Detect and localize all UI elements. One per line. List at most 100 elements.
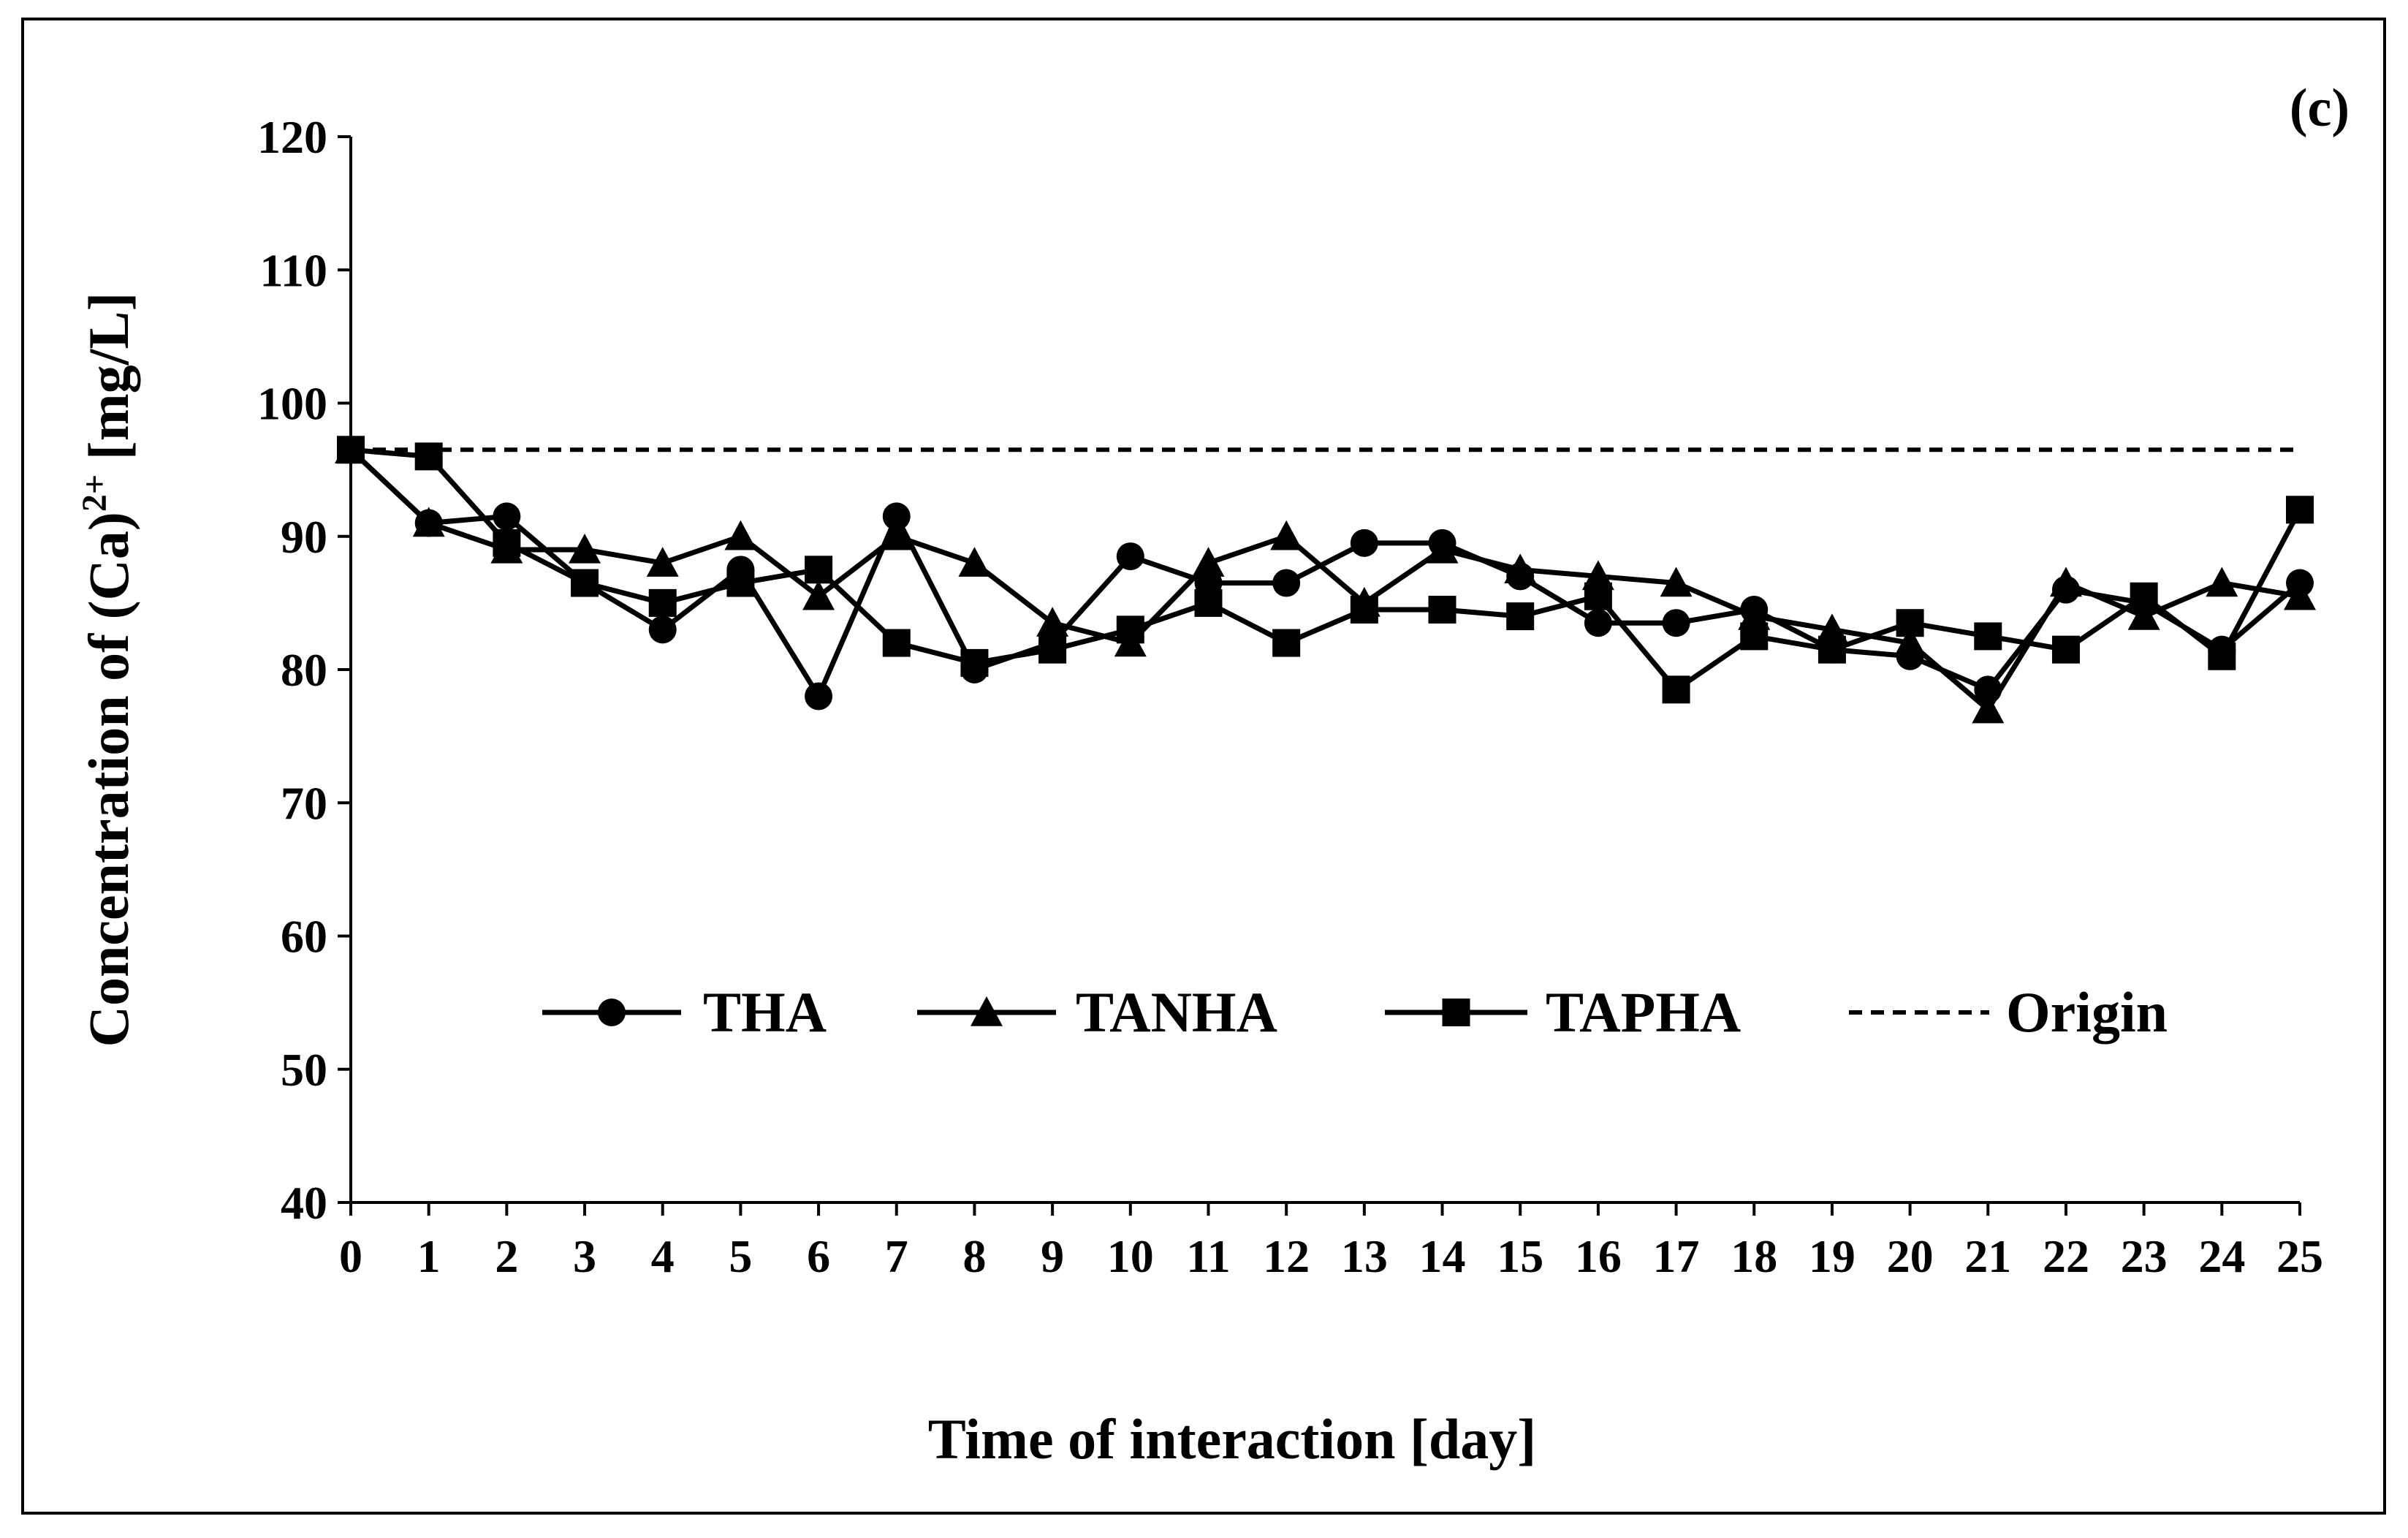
data-point-tanha — [724, 520, 757, 550]
series-tapha — [337, 436, 2314, 704]
x-tick-label: 11 — [1186, 1230, 1230, 1282]
series-line-tha — [349, 447, 2302, 699]
x-tick-label: 5 — [729, 1230, 752, 1282]
data-point-tapha — [493, 529, 521, 557]
data-point-tanha — [2049, 567, 2082, 597]
data-point-tanha — [412, 507, 445, 537]
y-tick-label: 90 — [281, 511, 327, 563]
data-point-tha — [1350, 529, 1378, 557]
data-point-tapha — [960, 648, 989, 677]
x-tick-label: 25 — [2276, 1230, 2323, 1282]
data-point-tanha — [1036, 607, 1069, 637]
chart-frame — [21, 18, 2386, 1515]
legend-label-origin: Origin — [2006, 980, 2168, 1044]
x-tick-label: 0 — [339, 1230, 362, 1282]
x-tick-label: 7 — [885, 1230, 908, 1282]
data-point-tapha — [726, 569, 755, 597]
data-point-tapha — [1506, 602, 1535, 631]
series-line-tanha — [349, 447, 2301, 713]
data-point-tha — [1662, 609, 1690, 637]
legend-label-tapha: TAPHA — [1546, 980, 1741, 1044]
x-tick-label: 20 — [1887, 1230, 1934, 1282]
y-axis-label-unit: [mg/L] — [77, 292, 140, 474]
data-point-tapha — [571, 569, 599, 597]
data-point-tanha — [1972, 693, 2005, 724]
y-tick-label: 100 — [257, 378, 327, 430]
data-point-tapha — [1974, 622, 2002, 651]
panel-label: (c) — [2290, 78, 2350, 138]
y-tick-label: 50 — [281, 1044, 327, 1096]
data-point-tanha — [2284, 580, 2316, 610]
legend-marker-tanha — [971, 996, 1003, 1026]
data-point-tanha — [1504, 553, 1537, 584]
data-point-tapha — [1194, 588, 1223, 617]
data-point-tapha — [1662, 675, 1690, 704]
series-layer — [335, 433, 2316, 724]
x-tick-label: 9 — [1041, 1230, 1064, 1282]
data-point-tapha — [1740, 622, 1769, 651]
legend-marker-tha — [598, 999, 626, 1026]
x-tick-label: 12 — [1263, 1230, 1310, 1282]
data-point-tanha — [802, 580, 835, 610]
y-tick-label: 40 — [281, 1177, 327, 1229]
data-point-tha — [648, 615, 677, 644]
data-point-tanha — [1426, 533, 1459, 564]
legend-item-tha: THA — [542, 980, 827, 1044]
x-tick-label: 16 — [1575, 1230, 1622, 1282]
x-tick-label: 14 — [1419, 1230, 1466, 1282]
y-axis-ticks: 40 50 60 70 80 90 100 110 120 — [257, 111, 351, 1229]
data-point-tha — [1116, 542, 1144, 571]
data-point-tha — [805, 682, 833, 711]
data-point-tapha — [2286, 496, 2314, 524]
data-point-tanha — [958, 547, 991, 577]
data-point-tanha — [1894, 626, 1926, 657]
x-tick-label: 10 — [1107, 1230, 1154, 1282]
data-point-tapha — [648, 588, 677, 617]
y-tick-label: 70 — [281, 777, 327, 829]
x-tick-label: 8 — [962, 1230, 986, 1282]
y-axis-label-superscript: 2+ — [75, 474, 114, 512]
data-point-tha — [1272, 569, 1301, 597]
data-point-tapha — [1584, 582, 1612, 610]
data-point-tanha — [1660, 567, 1693, 597]
data-point-tapha — [1428, 595, 1456, 624]
y-axis-label-main: Concentration of (Ca) — [77, 512, 140, 1047]
x-tick-label: 1 — [417, 1230, 441, 1282]
x-tick-label: 6 — [807, 1230, 830, 1282]
x-tick-label: 22 — [2043, 1230, 2089, 1282]
data-point-tanha — [1192, 547, 1225, 577]
y-tick-label: 110 — [260, 244, 327, 296]
x-tick-label: 24 — [2198, 1230, 2245, 1282]
x-axis-label: Time of interaction [day] — [928, 1407, 1537, 1471]
data-point-tapha — [2051, 635, 2080, 664]
x-tick-label: 13 — [1341, 1230, 1388, 1282]
y-axis-label: Concentration of (Ca)2+ [mg/L] — [75, 292, 140, 1048]
data-point-tha — [493, 502, 521, 531]
x-tick-label: 23 — [2121, 1230, 2168, 1282]
legend-item-tapha: TAPHA — [1385, 980, 1741, 1044]
x-tick-label: 17 — [1653, 1230, 1700, 1282]
y-tick-label: 120 — [257, 111, 327, 163]
data-point-tanha — [1270, 520, 1303, 550]
x-tick-label: 2 — [495, 1230, 518, 1282]
x-tick-label: 4 — [651, 1230, 675, 1282]
data-point-tanha — [646, 547, 679, 577]
x-tick-label: 21 — [1964, 1230, 2011, 1282]
legend-label-tanha: TANHA — [1076, 980, 1277, 1044]
data-point-tapha — [2208, 642, 2236, 670]
y-tick-label: 60 — [281, 911, 327, 963]
data-point-tapha — [1272, 629, 1301, 657]
data-point-tanha — [880, 520, 913, 550]
data-point-tapha — [2130, 582, 2158, 610]
data-point-tapha — [1038, 635, 1067, 664]
data-point-tapha — [1818, 635, 1846, 664]
y-tick-label: 80 — [281, 644, 327, 696]
data-point-tanha — [2127, 600, 2160, 630]
legend-marker-tapha — [1442, 999, 1470, 1026]
legend-item-origin: Origin — [1849, 980, 2168, 1044]
data-point-tapha — [805, 556, 833, 584]
data-point-tanha — [2206, 567, 2238, 597]
data-point-tapha — [1896, 609, 1924, 637]
x-tick-label: 18 — [1731, 1230, 1777, 1282]
data-point-tapha — [1350, 595, 1378, 624]
